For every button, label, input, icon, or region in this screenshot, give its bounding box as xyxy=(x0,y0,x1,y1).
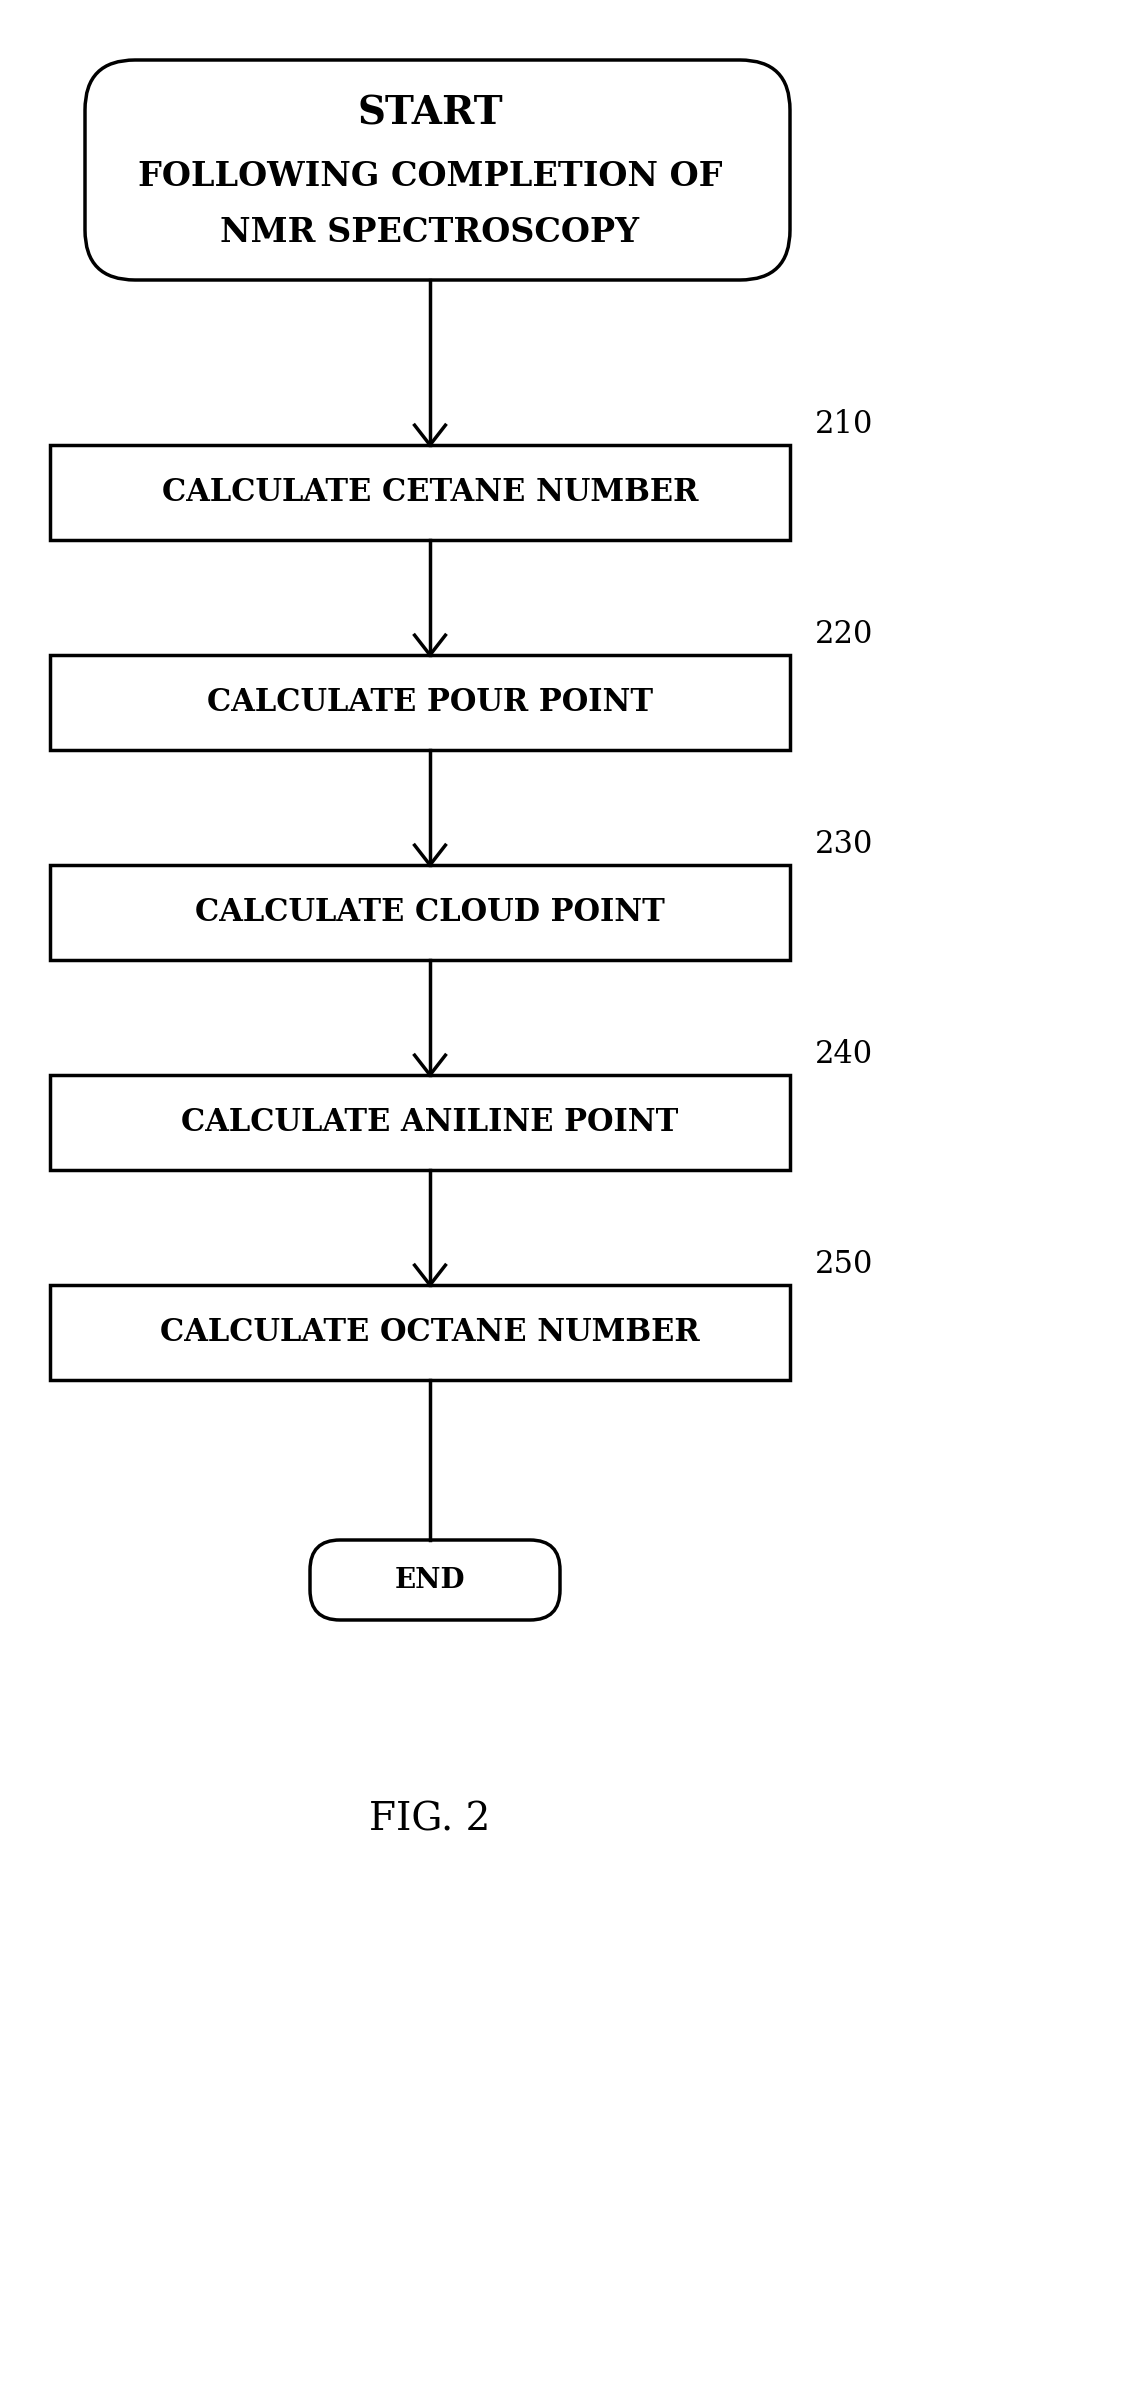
Text: FOLLOWING COMPLETION OF: FOLLOWING COMPLETION OF xyxy=(138,161,722,192)
Text: END: END xyxy=(394,1567,465,1593)
FancyBboxPatch shape xyxy=(85,60,790,281)
FancyBboxPatch shape xyxy=(310,1540,560,1619)
Text: NMR SPECTROSCOPY: NMR SPECTROSCOPY xyxy=(221,216,640,249)
Bar xyxy=(50,655,790,751)
Text: CALCULATE ANILINE POINT: CALCULATE ANILINE POINT xyxy=(182,1106,679,1137)
Bar xyxy=(50,1075,790,1171)
Bar xyxy=(50,444,790,540)
Text: CALCULATE POUR POINT: CALCULATE POUR POINT xyxy=(207,686,653,717)
Text: 250: 250 xyxy=(815,1250,873,1281)
Text: 240: 240 xyxy=(815,1039,873,1070)
Bar xyxy=(50,1286,790,1379)
Text: CALCULATE OCTANE NUMBER: CALCULATE OCTANE NUMBER xyxy=(160,1317,700,1348)
Text: START: START xyxy=(357,94,503,132)
Text: 220: 220 xyxy=(815,619,873,650)
Text: 230: 230 xyxy=(815,830,873,859)
Text: 210: 210 xyxy=(815,408,873,439)
Text: CALCULATE CETANE NUMBER: CALCULATE CETANE NUMBER xyxy=(162,477,698,509)
Bar xyxy=(50,866,790,960)
Text: FIG. 2: FIG. 2 xyxy=(369,1802,490,1838)
Text: CALCULATE CLOUD POINT: CALCULATE CLOUD POINT xyxy=(195,897,665,928)
